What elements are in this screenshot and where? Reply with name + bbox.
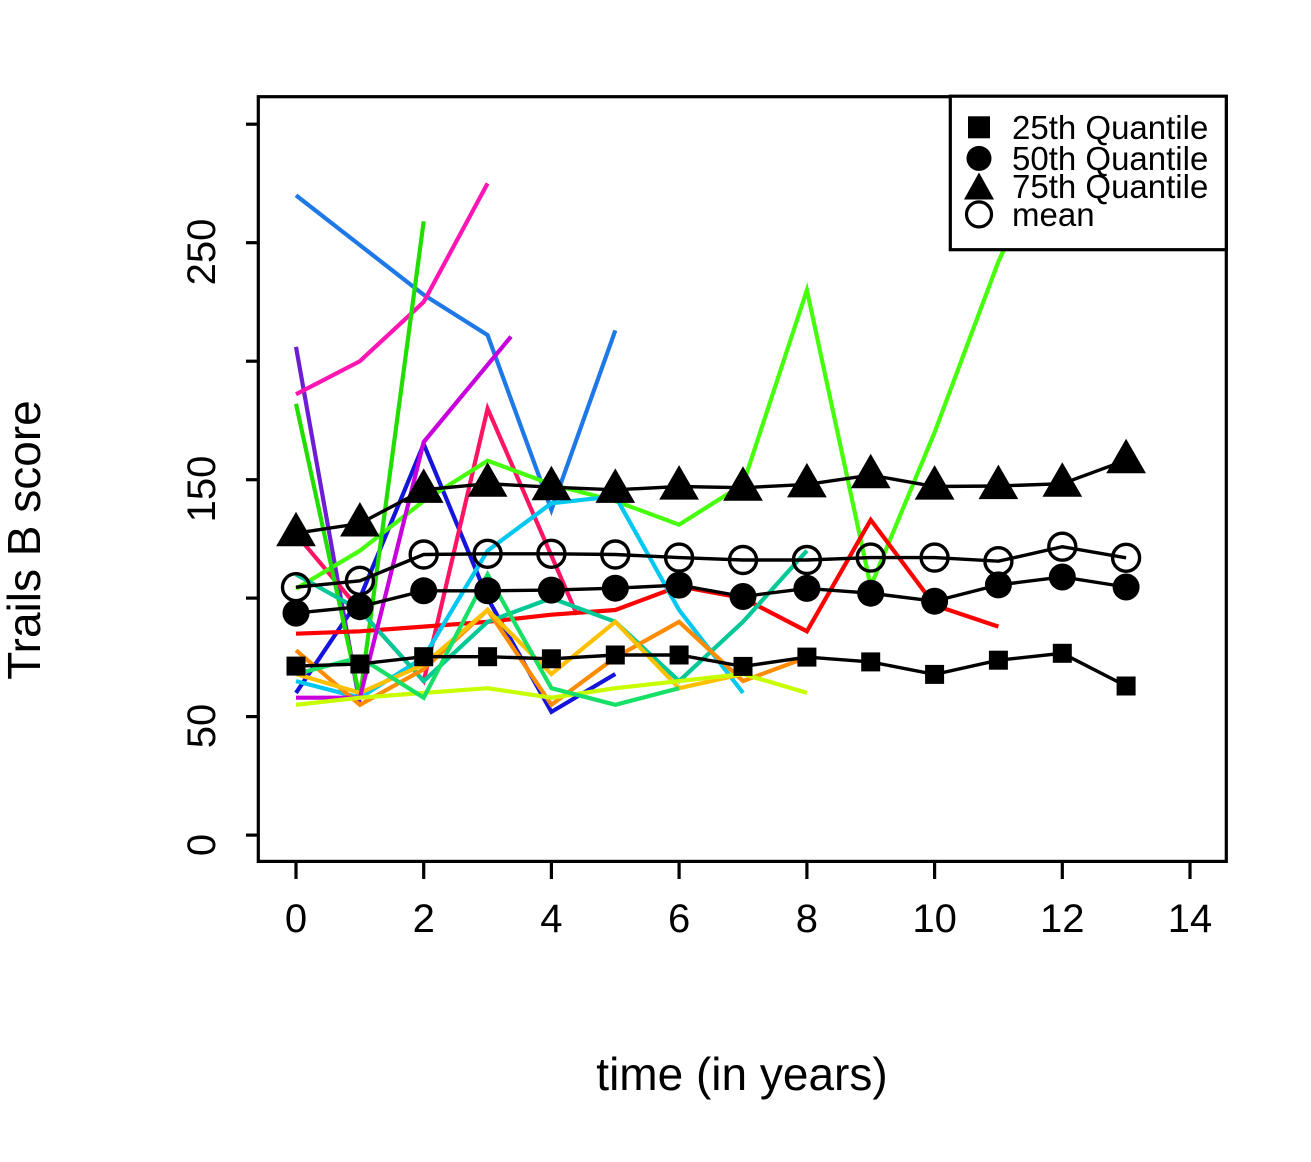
svg-text:8: 8	[796, 897, 818, 941]
svg-text:mean: mean	[1012, 196, 1095, 233]
svg-text:12: 12	[1040, 897, 1085, 941]
svg-text:4: 4	[540, 897, 562, 941]
svg-text:10: 10	[912, 897, 957, 941]
svg-text:0: 0	[180, 834, 224, 856]
svg-text:time (in years): time (in years)	[596, 1048, 887, 1100]
svg-text:Trails B score: Trails B score	[0, 400, 50, 679]
svg-text:50: 50	[180, 704, 224, 749]
svg-text:0: 0	[285, 897, 307, 941]
svg-text:250: 250	[180, 219, 224, 286]
svg-text:6: 6	[668, 897, 690, 941]
svg-text:150: 150	[180, 456, 224, 523]
svg-text:14: 14	[1168, 897, 1213, 941]
svg-text:2: 2	[413, 897, 435, 941]
